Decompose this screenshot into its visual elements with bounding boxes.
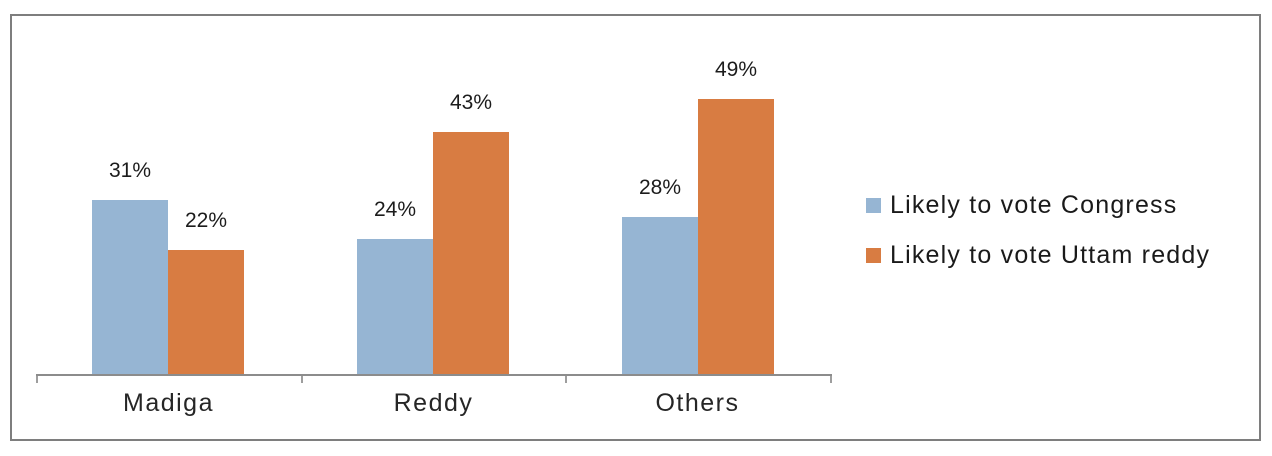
bar-value-label: 31% <box>108 159 152 182</box>
bar-value-label: 22% <box>184 209 228 232</box>
x-axis-line <box>36 374 832 376</box>
axis-tick <box>36 376 38 383</box>
axis-tick <box>301 376 303 383</box>
bar-value-label: 49% <box>714 58 758 81</box>
axis-tick <box>830 376 832 383</box>
bar <box>92 200 168 374</box>
bar <box>698 99 774 374</box>
bar-value-label: 43% <box>449 91 493 114</box>
category-label: Reddy <box>393 389 474 417</box>
legend-swatch-congress <box>866 197 881 213</box>
bar <box>357 239 433 374</box>
bar-value-label: 24% <box>373 198 417 221</box>
bar <box>433 132 509 374</box>
axis-tick <box>565 376 567 383</box>
bar <box>168 250 244 374</box>
category-label: Others <box>655 389 740 417</box>
legend-item-congress: Likely to vote Congress <box>866 190 1178 219</box>
legend-label-congress: Likely to vote Congress <box>890 190 1178 219</box>
bar-value-label: 28% <box>638 176 682 199</box>
legend-item-uttam-reddy: Likely to vote Uttam reddy <box>866 240 1211 269</box>
legend-swatch-uttam-reddy <box>866 247 881 263</box>
category-label: Madiga <box>123 389 214 417</box>
legend-label-uttam-reddy: Likely to vote Uttam reddy <box>890 240 1211 269</box>
bar <box>622 217 698 374</box>
